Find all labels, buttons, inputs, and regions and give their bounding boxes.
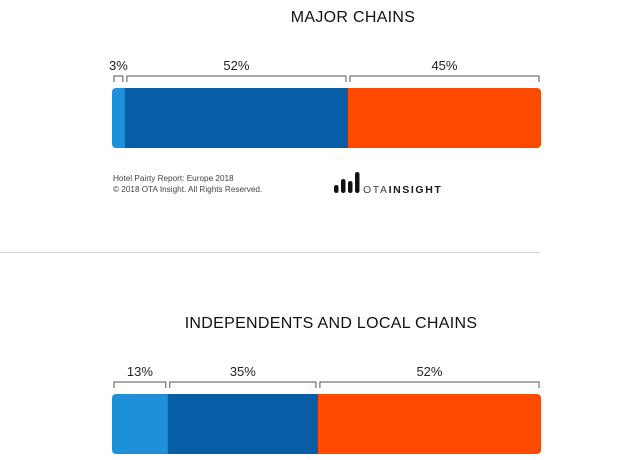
segment-bracket-1 [113,75,124,82]
segment-bracket-2 [169,381,317,388]
segment-label-1: 3% [109,58,128,73]
segment-label-3: 45% [431,58,457,73]
bar-segment-1 [112,394,169,454]
logo-text-ota: OTA [363,184,389,196]
stacked-bar-chart-major-chains: 3% 52% 45% [109,58,541,148]
logo-text-insight: INSIGHT [388,184,443,196]
bar-segment-2 [124,88,349,148]
segment-label-3: 52% [416,364,442,379]
footer-note: Hotel Pairty Report: Europe 2018 © 2018 … [113,174,262,195]
source-text: Hotel Pairty Report: Europe 2018 [113,174,234,183]
segment-label-1: 13% [127,364,153,379]
segment-bracket-3 [349,75,540,82]
segment-label-2: 52% [223,58,249,73]
logo-wordmark: OTAINSIGHT [363,184,442,196]
stacked-bar-chart-independents: 13% 35% 52% [112,364,541,454]
bar-segment-2 [167,394,319,454]
bar-segment-1 [112,88,126,148]
segment-bracket-2 [126,75,347,82]
copyright-text: © 2018 OTA Insight. All Rights Reserved. [113,184,263,194]
segment-label-2: 35% [230,364,256,379]
chart-title-independents: INDEPENDENTS AND LOCAL CHAINS [184,315,478,332]
bar-segment-3 [347,88,541,148]
bar-segment-3 [317,394,541,454]
segment-bracket-3 [319,381,540,388]
segment-bracket-1 [113,381,167,388]
section-divider [0,252,540,253]
bar-graph-logo-icon [334,172,360,193]
chart-title-major-chains: MAJOR CHAINS [290,9,416,26]
